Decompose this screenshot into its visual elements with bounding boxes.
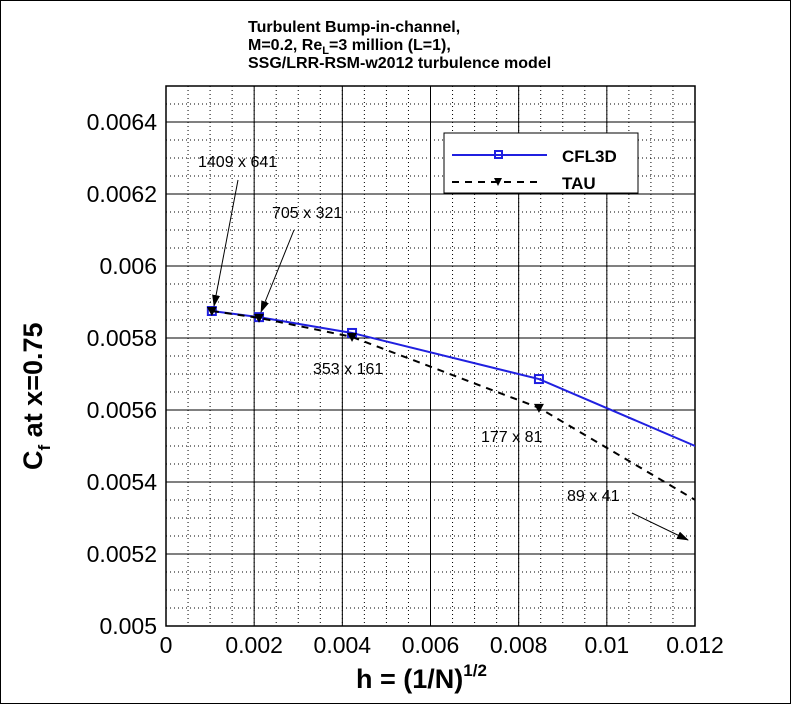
annotation-label: 1409 x 641	[198, 154, 277, 171]
y-tick-label: 0.0064	[87, 109, 158, 135]
data-point-tau	[347, 332, 358, 342]
y-axis-label: Cf at x=0.75	[18, 322, 54, 470]
series-layer	[206, 306, 695, 502]
plot-border	[165, 85, 696, 627]
annotation-arrow	[260, 229, 295, 313]
annotation-label: 89 x 41	[567, 488, 620, 505]
x-tick-label: 0.01	[584, 632, 629, 658]
title-line-2: M=0.2, ReL=3 million (L=1),	[248, 37, 451, 57]
legend-label-cfl3d: CFL3D	[562, 147, 617, 166]
data-point-tau	[206, 307, 217, 316]
annotation-label: 353 x 161	[313, 361, 383, 378]
x-tick-label: 0.008	[490, 632, 548, 658]
x-tick-label: 0.006	[402, 632, 460, 658]
y-tick-label: 0.006	[99, 253, 157, 279]
annotation-arrow	[212, 179, 239, 307]
annotation-arrow	[631, 512, 689, 541]
annotations: 1409 x 641 705 x 321 353 x 161 177 x 81 89 x…	[198, 154, 689, 541]
series-line-tau	[211, 310, 695, 502]
x-tick-label: 0.002	[225, 632, 283, 658]
grid	[165, 85, 696, 627]
y-tick-label: 0.0052	[87, 541, 157, 567]
y-tick-label: 0.005	[99, 613, 157, 639]
title-line-1: Turbulent Bump-in-channel,	[248, 19, 460, 36]
legend-marker-cfl3d	[494, 150, 503, 159]
data-point-tau	[533, 403, 544, 413]
y-tick-label: 0.0054	[87, 469, 158, 495]
ticks: 0 0.002 0.004 0.006 0.008 0.01 0.012 0.005 0.005…	[87, 109, 724, 658]
legend-label-tau: TAU	[562, 174, 596, 193]
data-point-cfl3d	[533, 374, 544, 385]
series-line-cfl3d	[211, 310, 695, 448]
y-tick-label: 0.0058	[87, 325, 157, 351]
x-tick-label: 0	[160, 632, 173, 658]
y-tick-label: 0.0056	[87, 397, 157, 423]
title-line-3: SSG/LRR-RSM-w2012 turbulence model	[248, 55, 551, 72]
legend: CFL3D TAU	[443, 132, 639, 194]
legend-marker-tau	[494, 178, 502, 186]
chart-title: Turbulent Bump-in-channel, M=0.2, ReL=3 …	[248, 19, 551, 72]
data-point-tau	[254, 313, 265, 323]
x-tick-label: 0.012	[666, 632, 724, 658]
annotation-label: 705 x 321	[272, 205, 342, 222]
y-tick-label: 0.0062	[87, 181, 157, 207]
x-tick-label: 0.004	[314, 632, 372, 658]
x-axis-label: h = (1/N)1/2	[356, 661, 487, 694]
annotation-label: 177 x 81	[481, 429, 542, 446]
